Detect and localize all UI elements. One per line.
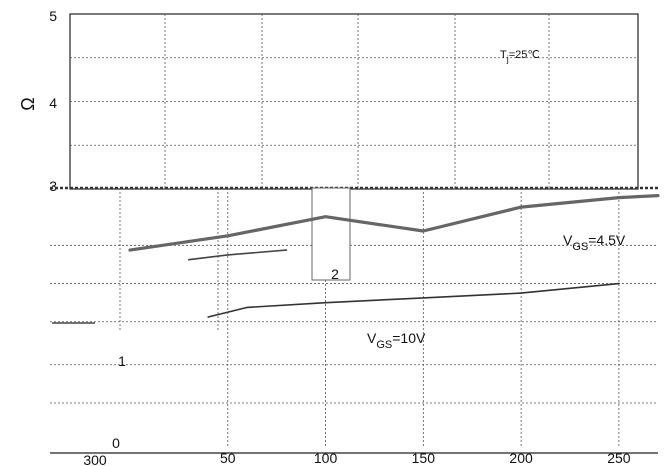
temperature-annotation: Tj=25℃ (500, 49, 540, 64)
y-tick-label-1: 1 (118, 353, 126, 369)
x-tick-labels: 50 100 150 200 250 (220, 450, 631, 466)
x-tick-label-150: 150 (412, 450, 436, 466)
y-tick-label-4: 4 (49, 95, 57, 111)
vgs-4-5v-annotation: VGS=4.5V (563, 232, 626, 253)
overlay-patch (311, 187, 351, 281)
lower-plot-panel: 2 1 0 50 100 150 200 250 300 VGS=4.5V VGS=10… (50, 186, 660, 466)
y-tick-label-0: 0 (112, 435, 120, 451)
x-tick-label-100: 100 (314, 450, 338, 466)
series-line-vgs-10v (207, 282, 620, 318)
upper-grid (70, 14, 638, 189)
lower-grid (50, 188, 658, 446)
series-line-vgs-4-5v (128, 194, 660, 252)
series-line-vgs-4-5v-lower-trace (187, 249, 288, 261)
y-tick-label-3: 3 (49, 178, 57, 194)
vgs-10v-annotation: VGS=10V (367, 330, 426, 351)
patch-y-tick-2: 2 (331, 266, 339, 282)
x-tick-label-50: 50 (220, 450, 236, 466)
series-layer (128, 194, 660, 318)
x-extra-label: 300 (83, 452, 107, 466)
x-tick-label-200: 200 (509, 450, 533, 466)
y-tick-label-5: 5 (49, 8, 57, 24)
upper-plot-panel: 5 4 3 Ω Tj=25℃ (18, 8, 639, 194)
y-axis-label: Ω (18, 97, 38, 110)
x-tick-label-250: 250 (607, 450, 631, 466)
